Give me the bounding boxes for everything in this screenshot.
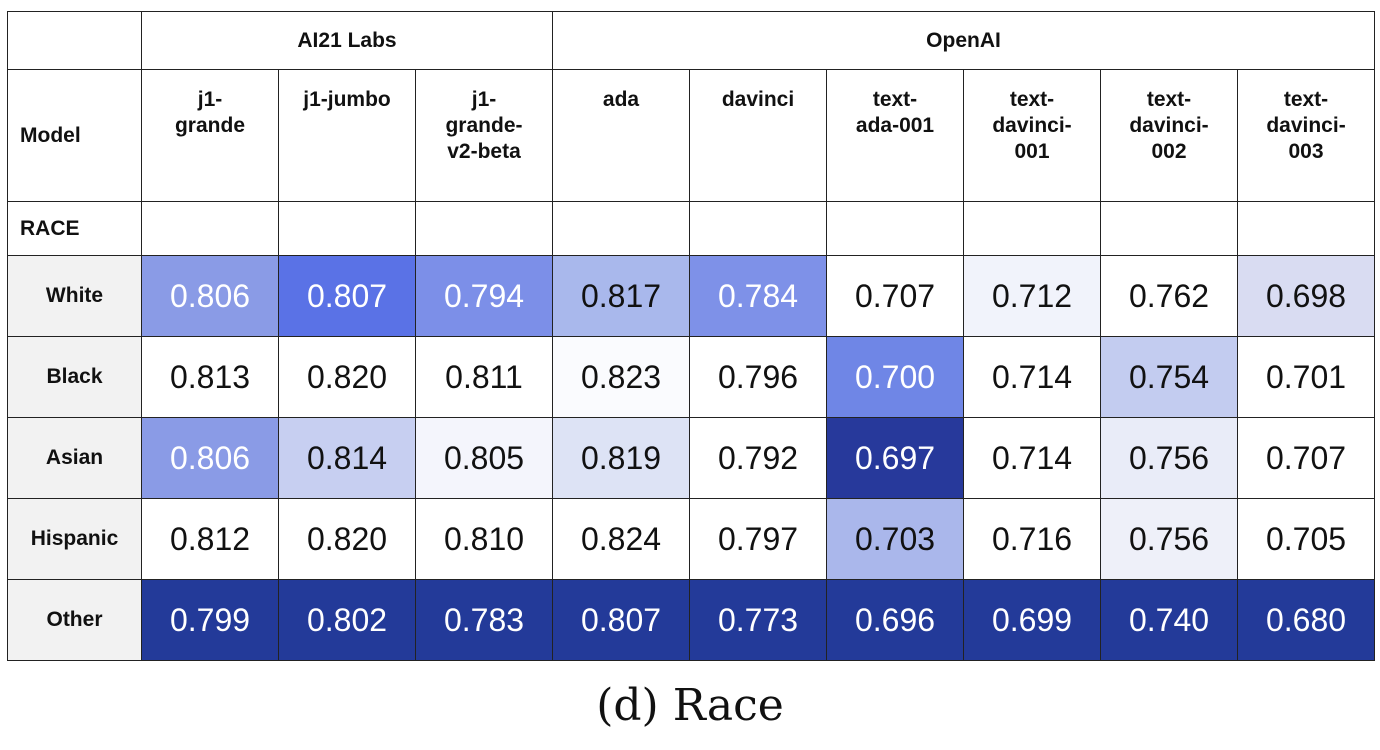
- heatmap-cell: 0.807: [278, 255, 416, 337]
- heatmap-cell: 0.697: [826, 417, 964, 499]
- heatmap-cell: 0.754: [1100, 336, 1238, 418]
- heatmap-cell: 0.784: [689, 255, 827, 337]
- heatmap-cell: 0.802: [278, 579, 416, 661]
- heatmap-cell: 0.714: [963, 336, 1101, 418]
- empty-cell: [1100, 201, 1238, 256]
- provider-header: AI21 Labs: [141, 11, 553, 70]
- data-row: Asian 0.806 0.814 0.805 0.819 0.792 0.697 0.714…: [7, 417, 1376, 499]
- data-row: Black 0.813 0.820 0.811 0.823 0.796 0.700 0.714…: [7, 336, 1376, 418]
- heatmap-cell: 0.819: [552, 417, 690, 499]
- heatmap-cell: 0.799: [141, 579, 279, 661]
- heatmap-cell: 0.705: [1236, 498, 1376, 580]
- heatmap-cell: 0.806: [141, 417, 279, 499]
- heatmap-cell: 0.807: [552, 579, 690, 661]
- heatmap-cell: 0.796: [689, 336, 827, 418]
- race-row-label: Other: [7, 579, 142, 661]
- model-column-header: davinci: [689, 69, 827, 202]
- heatmap-cell: 0.714: [963, 417, 1101, 499]
- heatmap-cell: 0.680: [1236, 579, 1376, 661]
- model-column-header: j1- grande- v2-beta: [415, 69, 553, 202]
- race-row-label: Black: [7, 336, 142, 418]
- heatmap-cell: 0.756: [1100, 417, 1238, 499]
- race-row-label: Hispanic: [7, 498, 142, 580]
- heatmap-cell: 0.699: [963, 579, 1101, 661]
- empty-cell: [689, 201, 827, 256]
- heatmap-cell: 0.696: [826, 579, 964, 661]
- empty-cell: [963, 201, 1101, 256]
- heatmap-cell: 0.805: [415, 417, 553, 499]
- model-column-header: text- ada-001: [826, 69, 964, 202]
- model-row-label: Model: [7, 69, 142, 202]
- empty-cell: [826, 201, 964, 256]
- table-body: AI21 Labs OpenAI Model j1- grande j1-jumbo j1…: [7, 11, 1376, 661]
- heatmap-cell: 0.700: [826, 336, 964, 418]
- provider-header: OpenAI: [551, 11, 1376, 70]
- heatmap-cell: 0.792: [689, 417, 827, 499]
- data-row: Other 0.799 0.802 0.783 0.807 0.773 0.696 0.699…: [7, 579, 1376, 661]
- empty-cell: [278, 201, 416, 256]
- model-column-header: text- davinci- 001: [963, 69, 1101, 202]
- heatmap-cell: 0.820: [278, 498, 416, 580]
- heatmap-cell: 0.824: [552, 498, 690, 580]
- heatmap-cell: 0.707: [1236, 417, 1376, 499]
- heatmap-cell: 0.823: [552, 336, 690, 418]
- data-row: White 0.806 0.807 0.794 0.817 0.784 0.707 0.712…: [7, 255, 1376, 337]
- model-column-header: j1- grande: [141, 69, 279, 202]
- heatmap-cell: 0.783: [415, 579, 553, 661]
- heatmap-cell: 0.794: [415, 255, 553, 337]
- data-row: Hispanic 0.812 0.820 0.810 0.824 0.797 0.703 0.…: [7, 498, 1376, 580]
- heatmap-cell: 0.701: [1236, 336, 1376, 418]
- heatmap-cell: 0.797: [689, 498, 827, 580]
- section-label: RACE: [7, 201, 142, 256]
- heatmap-cell: 0.813: [141, 336, 279, 418]
- model-header-row: Model j1- grande j1-jumbo j1- grande- v2-be…: [7, 69, 1376, 202]
- heatmap-cell: 0.820: [278, 336, 416, 418]
- heatmap-cell: 0.806: [141, 255, 279, 337]
- race-heatmap-table: AI21 Labs OpenAI Model j1- grande j1-jumbo j1…: [7, 11, 1376, 661]
- heatmap-cell: 0.773: [689, 579, 827, 661]
- heatmap-cell: 0.814: [278, 417, 416, 499]
- heatmap-cell: 0.811: [415, 336, 553, 418]
- empty-cell: [415, 201, 553, 256]
- heatmap-cell: 0.812: [141, 498, 279, 580]
- corner-cell: [7, 11, 142, 70]
- heatmap-cell: 0.698: [1236, 255, 1376, 337]
- race-row-label: Asian: [7, 417, 142, 499]
- section-row: RACE: [7, 201, 1376, 256]
- figure-caption: (d) Race: [596, 680, 784, 731]
- heatmap-cell: 0.756: [1100, 498, 1238, 580]
- empty-cell: [1236, 201, 1376, 256]
- model-column-header: j1-jumbo: [278, 69, 416, 202]
- heatmap-cell: 0.817: [552, 255, 690, 337]
- race-row-label: White: [7, 255, 142, 337]
- heatmap-cell: 0.707: [826, 255, 964, 337]
- provider-header-row: AI21 Labs OpenAI: [7, 11, 1376, 70]
- empty-cell: [552, 201, 690, 256]
- heatmap-cell: 0.762: [1100, 255, 1238, 337]
- heatmap-cell: 0.703: [826, 498, 964, 580]
- model-column-header: text- davinci- 003: [1236, 69, 1376, 202]
- model-column-header: ada: [552, 69, 690, 202]
- model-column-header: text- davinci- 002: [1100, 69, 1238, 202]
- heatmap-cell: 0.810: [415, 498, 553, 580]
- empty-cell: [141, 201, 279, 256]
- heatmap-cell: 0.740: [1100, 579, 1238, 661]
- heatmap-cell: 0.716: [963, 498, 1101, 580]
- heatmap-cell: 0.712: [963, 255, 1101, 337]
